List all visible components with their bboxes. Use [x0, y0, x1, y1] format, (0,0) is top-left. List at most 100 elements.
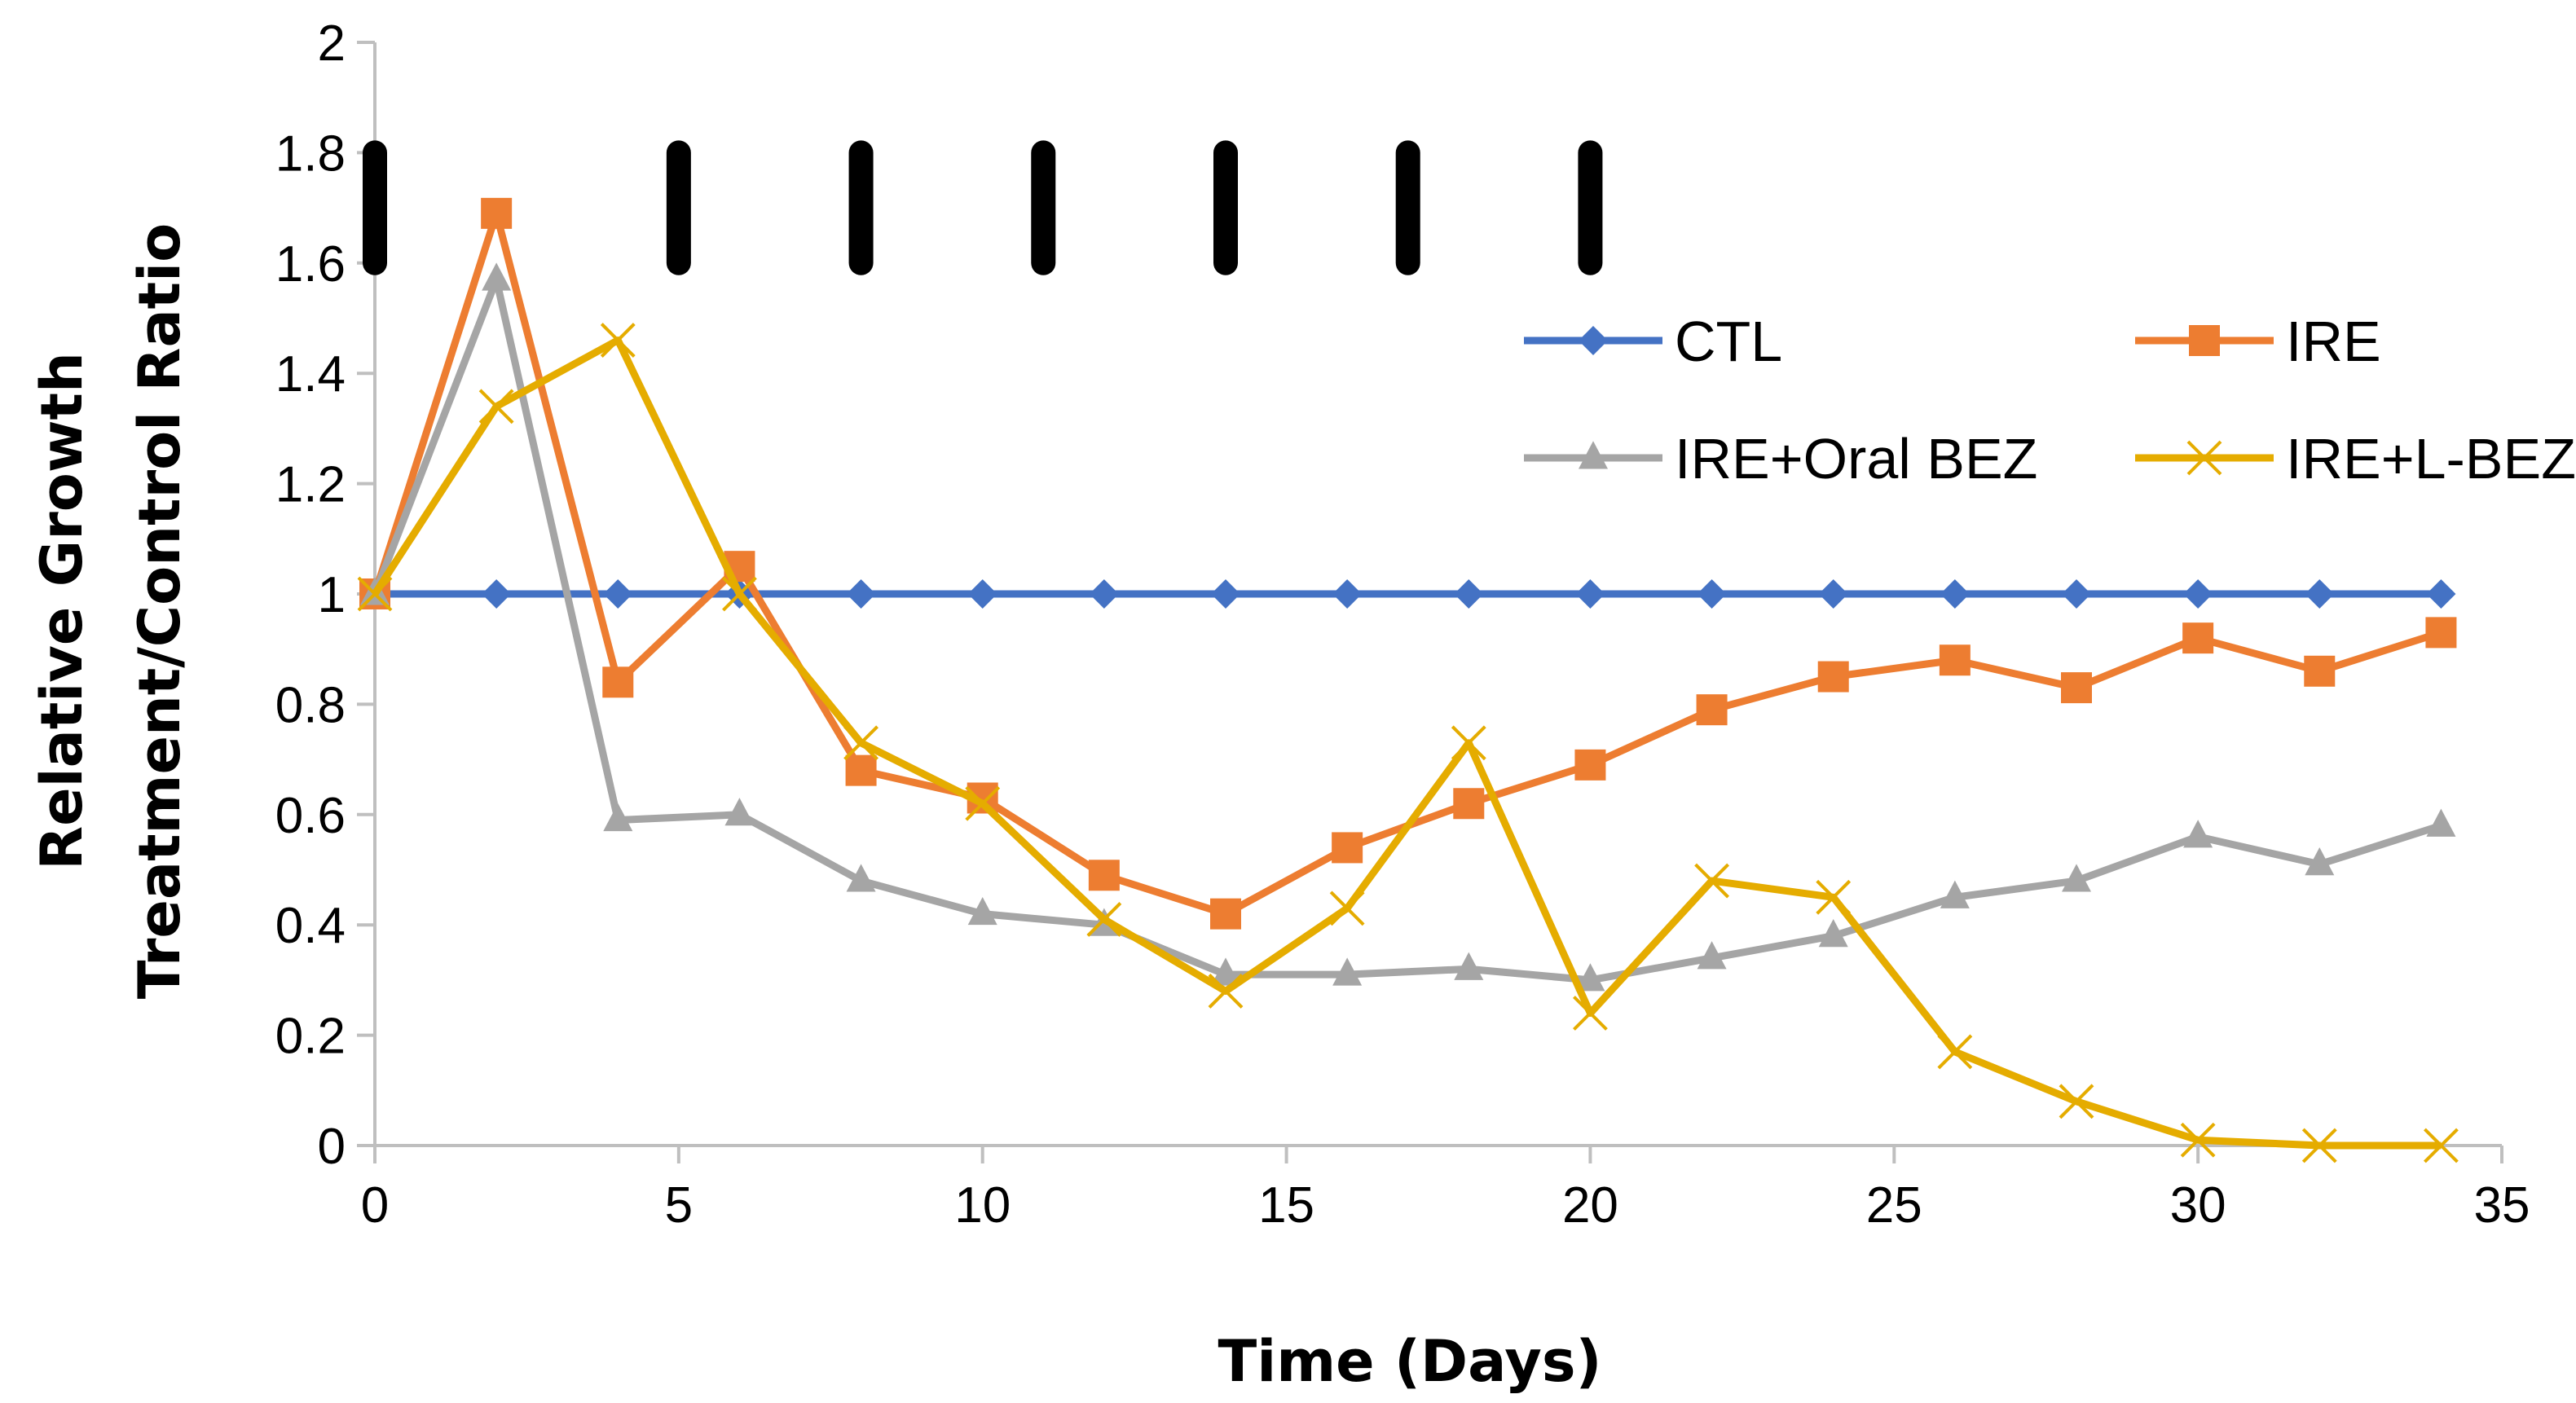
data-point [482, 579, 512, 609]
y-tick-label: 1.6 [275, 236, 346, 292]
series-ire-l-bez [357, 323, 2459, 1163]
x-tick-label: 10 [954, 1177, 1011, 1234]
data-point [722, 576, 757, 612]
y-tick-label: 0.6 [275, 788, 346, 844]
y-tick-label: 1 [318, 567, 346, 623]
data-point [1211, 957, 1240, 986]
series-ctl [360, 579, 2456, 609]
legend-label: CTL [1675, 310, 1782, 373]
data-point [843, 725, 878, 761]
data-point [2305, 847, 2335, 876]
data-point [2426, 579, 2456, 609]
y-tick-label: 0.8 [275, 677, 346, 733]
legend-entry: IRE [2135, 310, 2381, 373]
legend-label: IRE [2286, 310, 2381, 373]
data-point [1940, 880, 1970, 908]
legend-swatch-marker [2186, 440, 2222, 476]
data-point [846, 579, 876, 609]
data-point [2183, 820, 2213, 848]
data-point [1697, 941, 1727, 970]
x-tick-label: 30 [2170, 1177, 2226, 1234]
x-tick-label: 15 [1258, 1177, 1314, 1234]
data-point [2305, 579, 2335, 609]
y-tick-label: 2 [318, 15, 346, 72]
data-point [1208, 974, 1244, 1009]
data-point [603, 803, 633, 832]
data-point [1573, 996, 1608, 1031]
data-point [1453, 788, 1485, 820]
legend-swatch-marker [1579, 441, 1608, 469]
x-tick-label: 35 [2474, 1177, 2530, 1234]
x-tick-label: 0 [361, 1177, 389, 1234]
data-point [1940, 579, 1970, 609]
data-point [1210, 898, 1241, 930]
data-point [1575, 579, 1605, 609]
series-line [371, 275, 2442, 984]
data-point [2061, 672, 2092, 704]
legend-label: IRE+L-BEZ [2286, 427, 2576, 490]
y-tick-label: 0.4 [275, 898, 346, 954]
data-point [1454, 579, 1484, 609]
data-point [357, 576, 393, 612]
data-point [1817, 661, 1849, 693]
treatment-markers [363, 140, 1603, 275]
data-point [1088, 860, 1120, 891]
x-tick-label: 5 [665, 1177, 693, 1234]
data-point [1211, 579, 1240, 609]
data-point [846, 864, 876, 892]
x-axis-title: Time (Days) [1218, 1328, 1602, 1395]
y-tick-label: 1.4 [275, 346, 346, 402]
data-point [2182, 622, 2214, 654]
data-point [2062, 864, 2091, 892]
data-point [1816, 879, 1852, 915]
data-point [2426, 808, 2456, 837]
y-tick-label: 0 [318, 1119, 346, 1175]
data-point [967, 579, 997, 609]
y-tick-label: 0.2 [275, 1009, 346, 1065]
data-point [481, 197, 513, 229]
legend-entry: IRE+Oral BEZ [1524, 427, 2037, 490]
legend-swatch-marker [1579, 326, 1608, 355]
data-point [2301, 1128, 2337, 1163]
data-point [2424, 1128, 2459, 1163]
x-tick-label: 25 [1866, 1177, 1922, 1234]
data-point [603, 579, 633, 609]
data-point [1451, 725, 1486, 761]
y-tick-label: 1.8 [275, 125, 346, 182]
data-point [482, 262, 512, 291]
data-point [1818, 579, 1848, 609]
data-point [965, 785, 1001, 821]
data-point [1089, 579, 1119, 609]
data-point [600, 323, 636, 358]
series-line [371, 209, 2442, 918]
data-point [1697, 579, 1727, 609]
data-point [2062, 579, 2091, 609]
data-point [1332, 832, 1363, 864]
data-point [2180, 1122, 2216, 1158]
data-point [2183, 579, 2213, 609]
data-point [1454, 952, 1484, 980]
data-point [724, 798, 755, 826]
data-point [478, 389, 514, 424]
data-point [1939, 644, 1971, 676]
data-point [1575, 963, 1605, 992]
legend-swatch-marker [2189, 325, 2220, 356]
data-point [602, 666, 634, 698]
y-axis-title-line-2: Treatment/Control Ratio [126, 223, 193, 999]
data-point [1332, 957, 1363, 986]
data-point [967, 896, 997, 926]
data-point [1574, 749, 1606, 781]
data-point [1086, 902, 1122, 937]
legend-label: IRE+Oral BEZ [1675, 427, 2037, 490]
data-point [2059, 1084, 2094, 1119]
data-point [2304, 655, 2336, 687]
y-axis-title-line-1: Relative Growth [29, 352, 95, 870]
data-point [1694, 863, 1729, 899]
series-line [372, 336, 2442, 1150]
data-point [845, 754, 877, 786]
series-group [357, 197, 2459, 1163]
legend-entry: CTL [1524, 310, 1782, 373]
data-point [1818, 919, 1848, 948]
